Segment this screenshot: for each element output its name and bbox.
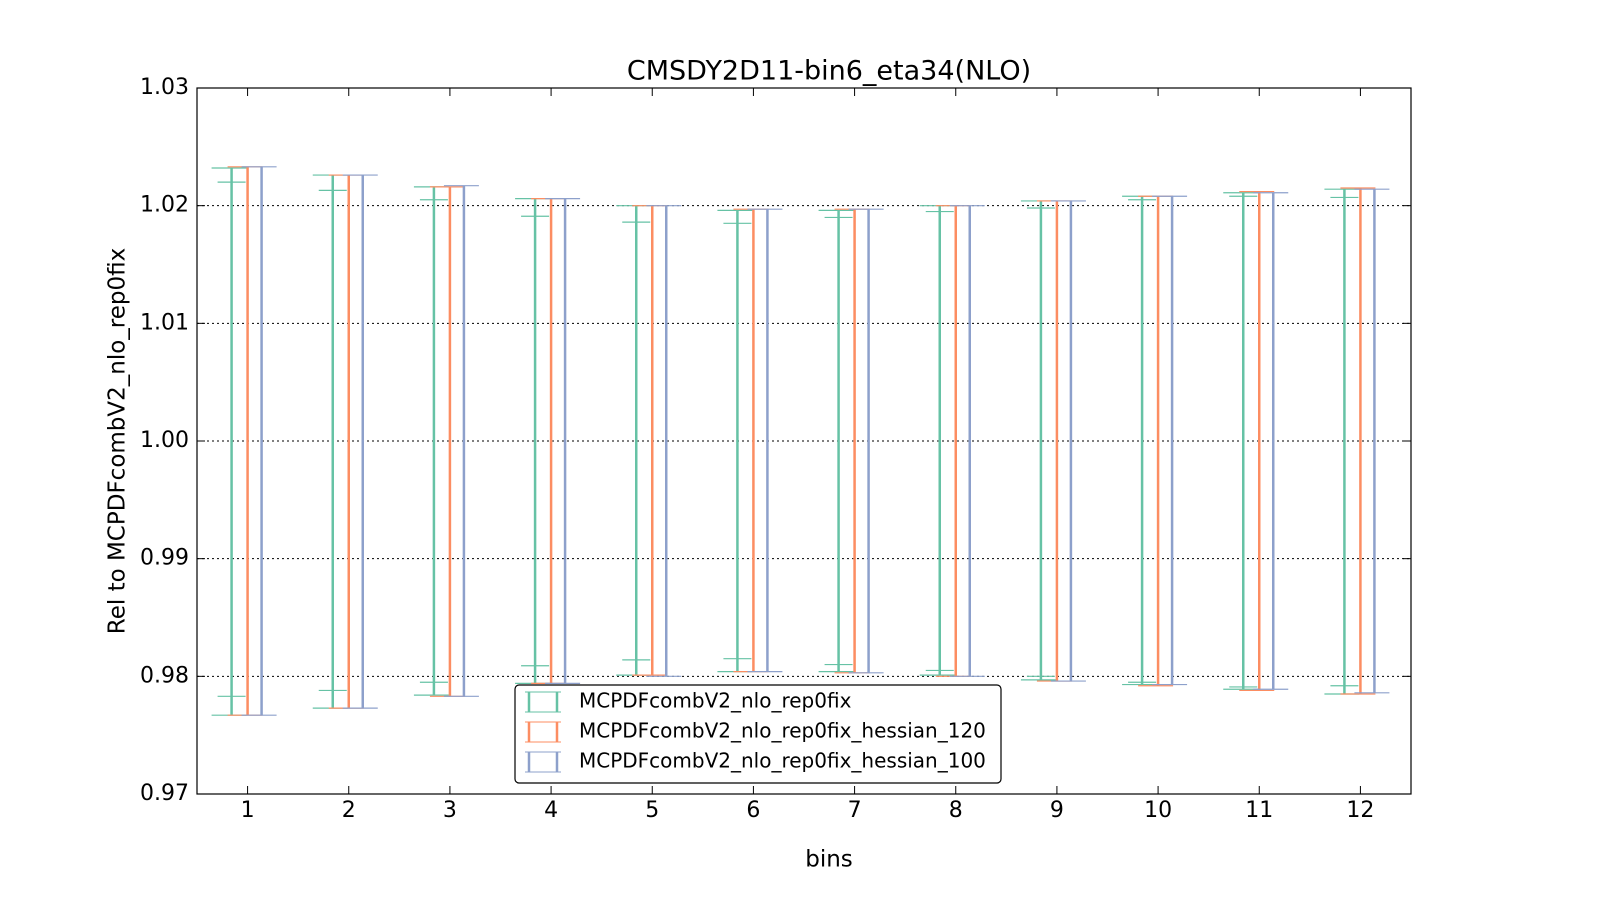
y-tick-label: 0.99	[140, 546, 189, 571]
x-tick-label: 6	[746, 798, 760, 823]
x-tick-label: 5	[645, 798, 659, 823]
y-tick-label: 1.01	[140, 310, 189, 335]
x-tick-label: 10	[1144, 798, 1172, 823]
x-tick-label: 1	[241, 798, 255, 823]
y-tick-label: 1.03	[140, 75, 189, 100]
y-axis-label: Rel to MCPDFcombV2_nlo_rep0fix	[105, 248, 131, 634]
legend-box	[514, 684, 1002, 784]
x-tick-label: 4	[544, 798, 558, 823]
plot-frame	[196, 87, 1412, 795]
y-tick-label: 0.97	[140, 781, 189, 806]
x-tick-label: 3	[443, 798, 457, 823]
y-tick-label: 0.98	[140, 663, 189, 688]
x-tick-label: 8	[949, 798, 963, 823]
x-tick-label: 2	[342, 798, 356, 823]
chart-title: CMSDY2D11-bin6_eta34(NLO)	[627, 56, 1031, 87]
y-tick-label: 1.02	[140, 193, 189, 218]
legend-label: MCPDFcombV2_nlo_rep0fix_hessian_120	[579, 719, 986, 743]
x-tick-label: 11	[1245, 798, 1273, 823]
x-axis-label: bins	[805, 847, 853, 873]
x-tick-label: 7	[848, 798, 862, 823]
legend: MCPDFcombV2_nlo_rep0fix MCPDFcombV2_nlo_r…	[514, 684, 1002, 784]
legend-label: MCPDFcombV2_nlo_rep0fix_hessian_100	[579, 749, 986, 773]
y-tick-label: 1.00	[140, 428, 189, 453]
legend-label: MCPDFcombV2_nlo_rep0fix	[579, 689, 852, 713]
x-tick-label: 9	[1050, 798, 1064, 823]
x-tick-label: 12	[1346, 798, 1374, 823]
